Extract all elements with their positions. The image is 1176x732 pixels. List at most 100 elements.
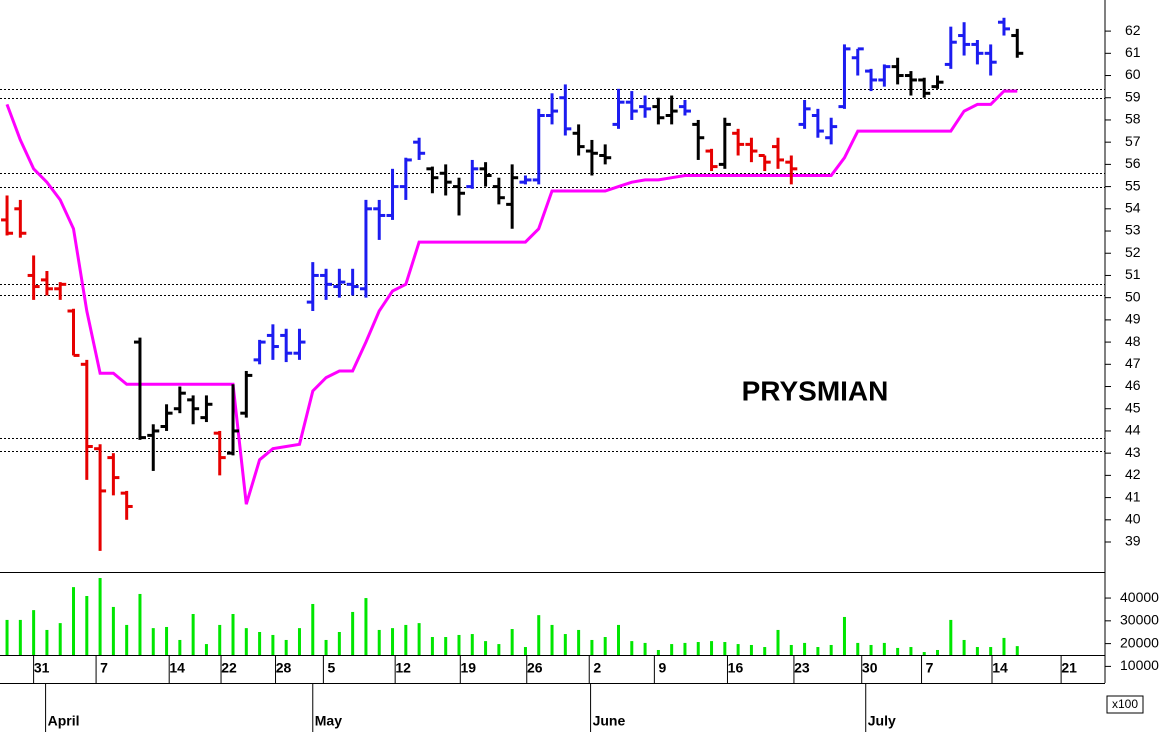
volume-bar <box>430 637 434 655</box>
y-tick-label: 39 <box>1125 533 1141 549</box>
volume-unit: x100 <box>1112 697 1138 711</box>
volume-bar <box>590 639 594 655</box>
volume-bar <box>563 634 567 655</box>
volume-bar <box>656 649 660 655</box>
x-tick-label: 21 <box>1061 660 1077 676</box>
volume-bar <box>151 628 155 655</box>
volume-bar <box>45 629 49 655</box>
y-tick-label: 49 <box>1125 311 1141 327</box>
volume-bar <box>670 644 674 655</box>
month-label: May <box>315 713 342 729</box>
volume-tick-label: 20000 <box>1120 634 1159 650</box>
x-tick-label: 9 <box>658 660 666 676</box>
volume-bar <box>896 647 900 655</box>
x-tick-label: 28 <box>276 660 292 676</box>
volume-bar <box>351 611 355 655</box>
y-tick-label: 45 <box>1125 399 1141 415</box>
volume-bar <box>922 652 926 655</box>
x-tick-label: 26 <box>527 660 543 676</box>
volume-bar <box>218 624 222 655</box>
volume-bar <box>18 619 22 655</box>
y-tick-label: 62 <box>1125 22 1141 38</box>
volume-bar <box>829 644 833 655</box>
month-label: July <box>868 713 896 729</box>
volume-bar <box>909 647 913 655</box>
volume-bar <box>111 606 115 655</box>
volume-bar <box>789 644 793 655</box>
x-tick-label: 7 <box>100 660 108 676</box>
volume-tick-label: 10000 <box>1120 657 1159 673</box>
volume-bar <box>364 598 368 655</box>
x-tick-label: 2 <box>593 660 601 676</box>
volume-bar <box>138 593 142 655</box>
volume-bar <box>284 639 288 655</box>
x-tick-label: 23 <box>794 660 810 676</box>
y-tick-label: 42 <box>1125 466 1141 482</box>
volume-bar <box>643 642 647 655</box>
volume-bar <box>32 610 36 655</box>
volume-bar <box>444 637 448 655</box>
volume-bar <box>297 628 301 655</box>
volume-bar <box>98 578 102 655</box>
volume-bar <box>324 639 328 655</box>
x-tick-label: 7 <box>926 660 934 676</box>
y-tick-label: 43 <box>1125 444 1141 460</box>
volume-bar <box>457 634 461 655</box>
volume-bar <box>696 642 700 655</box>
y-tick-label: 51 <box>1125 266 1141 282</box>
unit-box <box>1106 695 1144 714</box>
x-tick-label: 19 <box>461 660 477 676</box>
y-tick-label: 52 <box>1125 244 1141 260</box>
volume-bar <box>377 629 381 655</box>
volume-bar <box>816 647 820 655</box>
y-tick-label: 60 <box>1125 66 1141 82</box>
volume-bar <box>975 647 979 655</box>
volume-bar <box>271 634 275 655</box>
volume-bar <box>244 628 248 655</box>
volume-bar <box>962 639 966 655</box>
x-tick-label: 16 <box>728 660 744 676</box>
y-tick-label: 46 <box>1125 377 1141 393</box>
volume-tick-label: 40000 <box>1120 589 1159 605</box>
volume-bar <box>258 631 262 655</box>
volume-bar <box>763 647 767 655</box>
volume-bar <box>191 614 195 655</box>
x-tick-label: 12 <box>395 660 411 676</box>
y-tick-label: 59 <box>1125 88 1141 104</box>
volume-bar <box>178 639 182 655</box>
month-label: April <box>48 713 80 729</box>
x-tick-label: 14 <box>169 660 185 676</box>
volume-bar <box>869 644 873 655</box>
month-label: June <box>593 713 626 729</box>
y-tick-label: 58 <box>1125 111 1141 127</box>
y-tick-label: 44 <box>1125 422 1141 438</box>
volume-bar <box>337 631 341 655</box>
x-tick-label: 30 <box>862 660 878 676</box>
volume-bar <box>165 626 169 655</box>
volume-bar <box>510 629 514 655</box>
stop-line <box>5 89 1018 505</box>
y-tick-label: 61 <box>1125 44 1141 60</box>
volume-bar <box>417 623 421 655</box>
y-tick-label: 57 <box>1125 133 1141 149</box>
volume-bar <box>736 644 740 655</box>
volume-bar <box>803 642 807 655</box>
volume-bar <box>523 647 527 655</box>
x-tick-label: 31 <box>34 660 50 676</box>
y-tick-label: 48 <box>1125 333 1141 349</box>
volume-bar <box>231 614 235 655</box>
volume-bar <box>125 624 129 655</box>
volume-bar <box>58 623 62 655</box>
volume-bar <box>936 649 940 655</box>
x-tick-label: 5 <box>327 660 335 676</box>
y-tick-label: 47 <box>1125 355 1141 371</box>
volume-bar <box>710 641 714 655</box>
volume-bar <box>949 619 953 655</box>
volume-bar <box>484 641 488 655</box>
y-tick-label: 53 <box>1125 222 1141 238</box>
y-tick-label: 40 <box>1125 511 1141 527</box>
x-tick-label: 22 <box>221 660 237 676</box>
volume-tick-label: 30000 <box>1120 612 1159 628</box>
